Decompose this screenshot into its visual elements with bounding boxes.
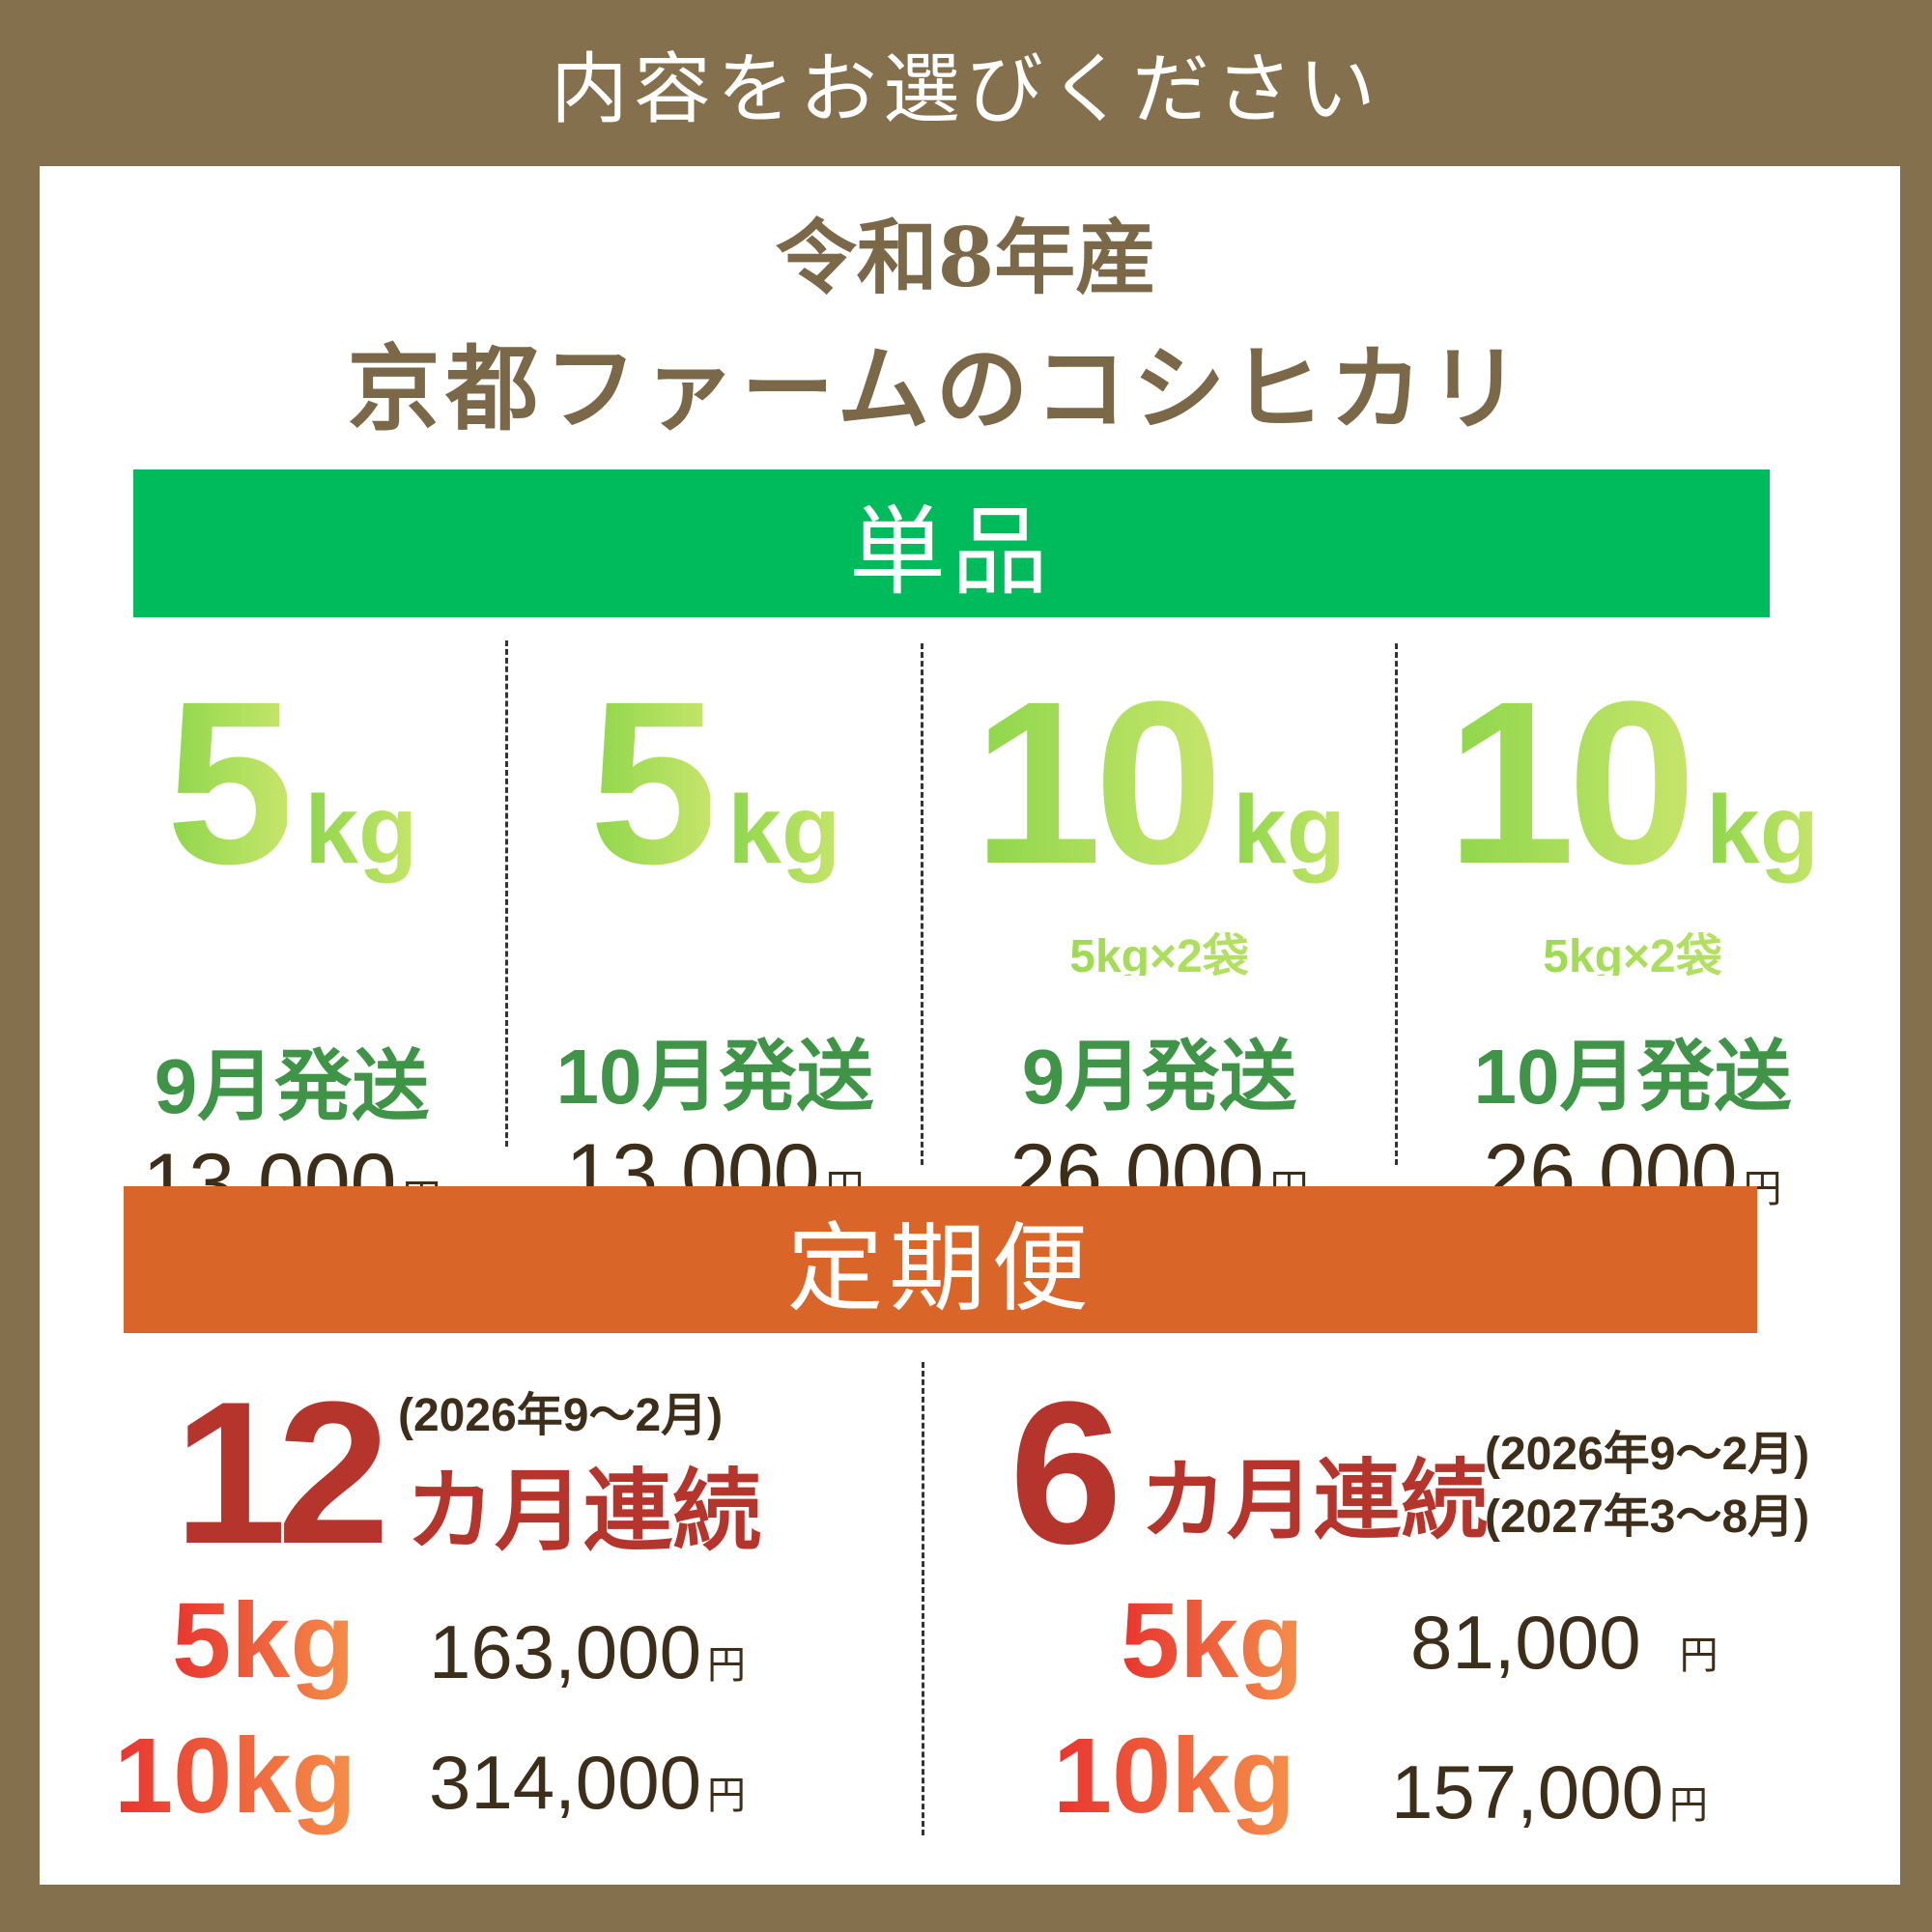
ship-month: 9月発送 xyxy=(1021,1034,1297,1120)
product-year: 令和8年産 xyxy=(775,210,1157,305)
unit: kg xyxy=(1233,776,1346,884)
ship-month: 9月発送 xyxy=(154,1043,430,1129)
divider xyxy=(922,1362,924,1835)
subscription-band: 定期便 xyxy=(124,1186,1757,1333)
yen: 円 xyxy=(706,1775,746,1817)
bags xyxy=(99,918,485,976)
amount: 5 xyxy=(165,653,296,912)
period: (2026年9〜2月) xyxy=(398,1390,724,1441)
price: 157,000 xyxy=(1391,1749,1663,1834)
weight: 5kg xyxy=(172,1581,355,1700)
unit: kg xyxy=(727,776,841,884)
divider xyxy=(1395,643,1398,1165)
weight: 10kg xyxy=(114,1717,356,1835)
yen: 円 xyxy=(1679,1634,1719,1677)
product-name: 京都ファームのコシヒカリ xyxy=(347,334,1527,443)
bags xyxy=(522,918,908,976)
amount: 10 xyxy=(1446,653,1696,912)
amount: 10 xyxy=(973,653,1223,912)
months-suffix: カ月連続 xyxy=(1140,1453,1488,1549)
divider xyxy=(505,640,508,1147)
bags: 5kg×2袋 xyxy=(942,918,1377,982)
period: (2026年9〜2月) xyxy=(1485,1429,1810,1480)
period: (2027年3〜8月) xyxy=(1485,1492,1810,1543)
price: 163,000 xyxy=(429,1609,701,1694)
content-panel xyxy=(40,166,1900,1885)
ship-month: 10月発送 xyxy=(555,1034,874,1120)
months-number: 6 xyxy=(1009,1359,1122,1586)
bags: 5kg×2袋 xyxy=(1415,918,1850,982)
yen: 円 xyxy=(706,1644,746,1687)
unit: kg xyxy=(1706,776,1819,884)
ship-month: 10月発送 xyxy=(1473,1034,1792,1120)
yen: 円 xyxy=(1668,1784,1708,1827)
single-option-4[interactable]: 10 kg 5kg×2袋 10月発送 26,000 円 xyxy=(1415,667,1850,1222)
months-number: 12 xyxy=(174,1359,390,1586)
price: 314,000 xyxy=(429,1740,701,1825)
unit: kg xyxy=(304,776,418,884)
single-band: 単品 xyxy=(133,469,1770,617)
months-suffix: カ月連続 xyxy=(406,1463,762,1561)
weight: 10kg xyxy=(1053,1717,1295,1835)
header-title: 内容をお選びください xyxy=(551,46,1381,132)
divider xyxy=(921,643,923,1165)
amount: 5 xyxy=(588,653,719,912)
price: 81,000 xyxy=(1410,1600,1641,1685)
weight: 5kg xyxy=(1121,1581,1304,1700)
